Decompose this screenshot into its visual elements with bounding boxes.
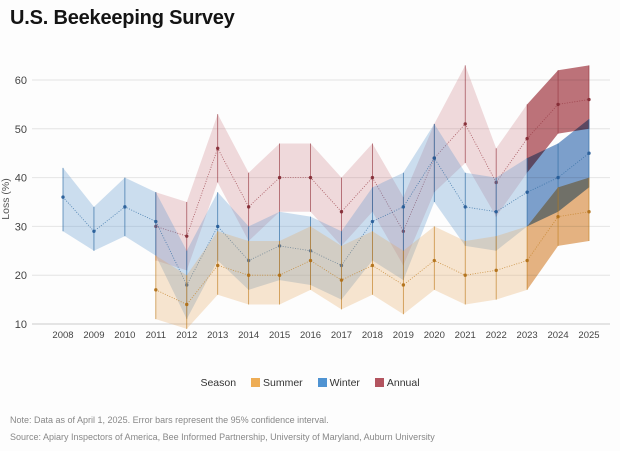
svg-text:50: 50	[15, 124, 27, 136]
svg-text:40: 40	[15, 173, 27, 185]
svg-text:30: 30	[15, 221, 27, 233]
svg-text:10: 10	[15, 319, 27, 331]
svg-text:2013: 2013	[207, 330, 228, 341]
svg-text:2016: 2016	[300, 330, 321, 341]
svg-text:2015: 2015	[269, 330, 290, 341]
svg-text:Loss (%): Loss (%)	[0, 178, 12, 219]
svg-text:2018: 2018	[362, 330, 383, 341]
svg-text:2017: 2017	[331, 330, 352, 341]
svg-text:2024: 2024	[547, 330, 568, 341]
svg-text:60: 60	[15, 75, 27, 87]
svg-text:2025: 2025	[578, 330, 599, 341]
svg-text:20: 20	[15, 270, 27, 282]
svg-text:2012: 2012	[176, 330, 197, 341]
svg-text:2020: 2020	[424, 330, 445, 341]
svg-text:2008: 2008	[52, 330, 73, 341]
svg-text:2019: 2019	[393, 330, 414, 341]
svg-text:2014: 2014	[238, 330, 259, 341]
svg-text:2010: 2010	[114, 330, 135, 341]
svg-text:2023: 2023	[517, 330, 538, 341]
svg-text:2009: 2009	[83, 330, 104, 341]
svg-text:2021: 2021	[455, 330, 476, 341]
svg-text:2011: 2011	[146, 330, 166, 341]
svg-text:2022: 2022	[486, 330, 507, 341]
